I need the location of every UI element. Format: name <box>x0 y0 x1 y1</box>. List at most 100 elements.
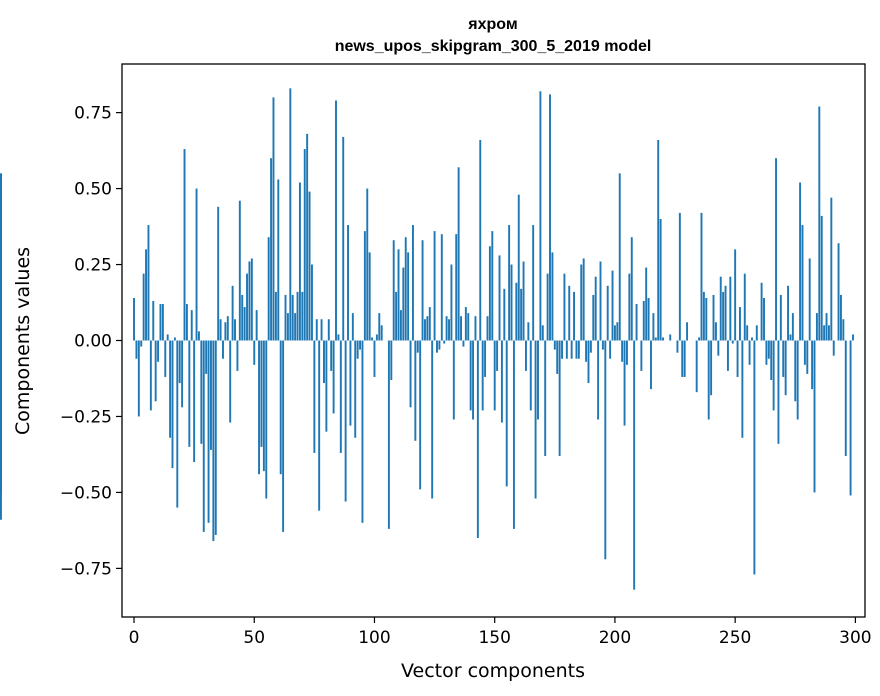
bar <box>181 340 184 408</box>
bar <box>436 340 438 353</box>
y-tick-label: −0.50 <box>60 483 112 503</box>
bar <box>820 215 823 341</box>
bar <box>419 340 422 490</box>
bar <box>241 294 244 341</box>
bar <box>253 340 256 365</box>
bar <box>748 340 751 365</box>
bar <box>349 340 352 426</box>
bar <box>779 294 782 341</box>
bar <box>777 340 780 444</box>
bar <box>645 267 648 341</box>
bar <box>597 340 600 420</box>
bar <box>729 276 732 341</box>
bar <box>782 340 785 377</box>
bar <box>582 258 585 341</box>
bar <box>683 340 686 377</box>
bar <box>195 188 198 341</box>
bar <box>169 340 172 438</box>
bar <box>618 173 621 341</box>
bar <box>813 340 816 493</box>
bar <box>407 252 410 341</box>
bar <box>248 261 251 341</box>
bar <box>551 252 554 341</box>
bar <box>387 340 390 529</box>
bar <box>272 97 275 341</box>
bar <box>161 304 164 341</box>
bar <box>544 340 547 456</box>
bar <box>616 322 619 341</box>
bar <box>628 273 631 341</box>
bar <box>695 340 698 393</box>
bar <box>202 340 205 532</box>
bar <box>404 237 407 341</box>
bar <box>625 340 628 365</box>
bar <box>613 325 616 341</box>
bar <box>500 340 503 423</box>
bar <box>443 340 446 344</box>
bar <box>510 264 513 341</box>
bar <box>741 340 744 438</box>
bar <box>301 291 304 341</box>
bar <box>414 340 417 441</box>
x-tick-label: 0 <box>129 628 140 648</box>
bar <box>525 340 527 371</box>
bar <box>842 319 845 341</box>
bar <box>238 200 241 341</box>
bar <box>496 340 499 371</box>
bar <box>428 307 431 341</box>
x-tick-label: 300 <box>839 628 871 648</box>
bar <box>296 291 299 341</box>
bar <box>565 340 568 359</box>
bar <box>363 231 366 341</box>
bar <box>702 291 705 341</box>
bar <box>818 106 821 341</box>
bar <box>440 234 443 341</box>
bar <box>515 282 518 341</box>
bar <box>255 310 258 341</box>
bar <box>368 252 371 341</box>
bar <box>479 139 482 341</box>
bar <box>642 301 645 341</box>
bar <box>291 294 294 341</box>
bar <box>392 240 395 341</box>
bar <box>402 267 405 341</box>
bar <box>378 313 381 341</box>
bar <box>286 313 289 341</box>
bar <box>676 340 679 353</box>
bar <box>844 340 847 456</box>
bar <box>462 340 465 347</box>
bar <box>508 225 511 341</box>
bar <box>219 319 222 341</box>
bar <box>411 225 414 341</box>
bar <box>522 261 525 341</box>
bar <box>517 194 520 341</box>
bar <box>541 325 544 341</box>
bar <box>654 337 657 341</box>
bar <box>246 273 248 341</box>
bar <box>176 340 179 508</box>
y-axis-ticks: −0.75 −0.50 −0.25 0.00 0.25 0.50 0.75 <box>60 104 122 579</box>
bar <box>753 340 756 575</box>
bar <box>476 340 479 538</box>
bar <box>635 304 638 341</box>
bar <box>0 203 2 341</box>
bar <box>755 325 758 341</box>
bar <box>707 340 710 420</box>
bar <box>801 225 804 341</box>
y-tick-label: 0.75 <box>74 104 112 124</box>
bar <box>452 340 455 420</box>
bar <box>498 255 501 341</box>
bar <box>325 340 328 432</box>
x-tick-label: 150 <box>478 628 510 648</box>
bar <box>359 340 362 350</box>
bar <box>700 212 703 341</box>
bar <box>335 100 337 341</box>
chart-title: яхром <box>467 16 517 33</box>
bar <box>308 191 311 341</box>
bar <box>604 340 607 560</box>
bar <box>505 340 508 487</box>
y-tick-label: −0.75 <box>60 559 112 579</box>
bar <box>537 340 539 420</box>
bar <box>380 325 383 341</box>
bar <box>794 340 797 402</box>
